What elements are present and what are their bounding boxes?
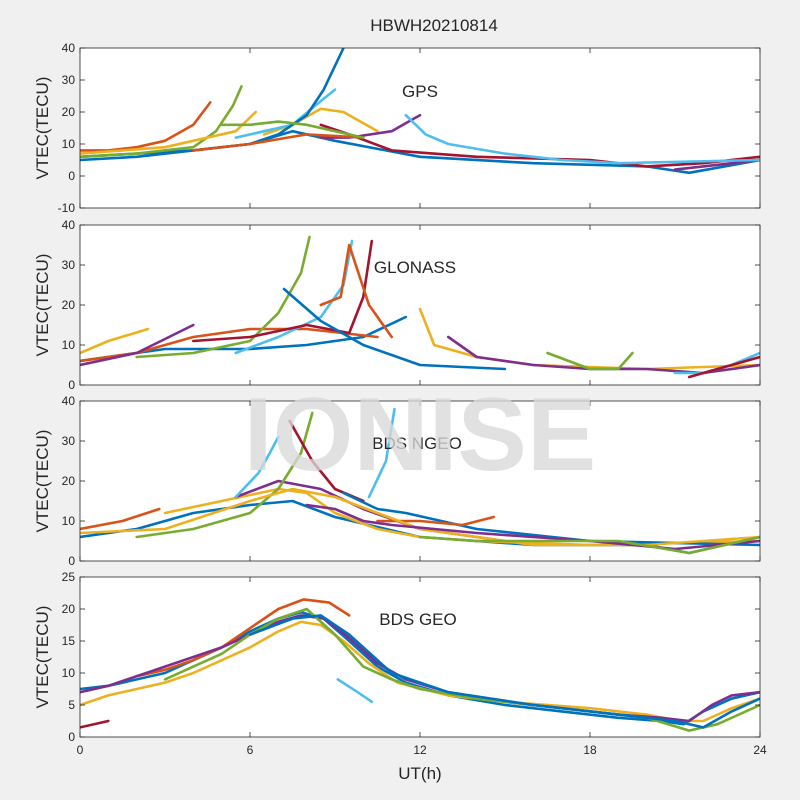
y-tick-label: 0 xyxy=(68,378,75,392)
y-tick-label: 15 xyxy=(62,634,76,648)
series-line-14 xyxy=(687,355,760,379)
y-tick-label: 0 xyxy=(68,730,75,744)
panel-3: 0 10 20 30 40 VTEC(TECU) BDS NGEO xyxy=(33,394,761,568)
y-tick-label: 40 xyxy=(62,394,76,408)
y-tick-label: 40 xyxy=(62,218,76,232)
series-group xyxy=(80,598,760,732)
y-axis-label: VTEC(TECU) xyxy=(33,254,52,357)
series-line-8 xyxy=(80,48,345,162)
series-line-2 xyxy=(135,598,351,678)
x-tick-label: 18 xyxy=(583,743,597,757)
x-tick-label: 6 xyxy=(247,743,254,757)
series-group xyxy=(80,48,760,175)
series-line-2 xyxy=(80,507,161,531)
x-tick-label: 24 xyxy=(753,743,767,757)
series-line-4 xyxy=(80,323,195,367)
series-line-4 xyxy=(80,614,760,723)
y-tick-label: 30 xyxy=(62,258,76,272)
series-line-7 xyxy=(192,239,374,343)
y-tick-label: 30 xyxy=(62,73,76,87)
series-line-3 xyxy=(80,327,150,355)
x-axis-label: UT(h) xyxy=(398,764,441,783)
y-tick-label: 25 xyxy=(62,570,76,584)
series-line-6 xyxy=(336,678,374,704)
panel-annotation: GLONASS xyxy=(374,258,456,277)
watermark: IONISE xyxy=(244,377,597,493)
series-line-10 xyxy=(80,487,760,547)
y-tick-label: 20 xyxy=(62,105,76,119)
series-group xyxy=(80,407,760,555)
series-line-5 xyxy=(135,235,311,359)
panels: -10 0 10 20 30 40 VTEC(TECU) GPS 0 10 20 30 40 VTEC(T… xyxy=(33,41,767,757)
panel-annotation: GPS xyxy=(402,82,438,101)
y-tick-label: 0 xyxy=(68,169,75,183)
y-axis-label: VTEC(TECU) xyxy=(33,430,52,533)
y-tick-label: 30 xyxy=(62,434,76,448)
figure-title: HBWH20210814 xyxy=(370,16,498,35)
plot-area xyxy=(80,401,760,561)
plot-area xyxy=(80,577,760,737)
y-tick-label: 20 xyxy=(62,602,76,616)
y-tick-label: 20 xyxy=(62,474,76,488)
series-line-8 xyxy=(248,614,760,729)
series-line-5 xyxy=(163,607,760,732)
panel-4: 0 5 10 15 20 25 0 6 12 18 24 VTEC(TECU) BDS GEO xyxy=(33,570,767,757)
series-line-13 xyxy=(404,113,760,165)
series-line-12 xyxy=(418,535,760,555)
y-tick-label: 10 xyxy=(62,666,76,680)
plot-area xyxy=(80,225,760,385)
y-tick-label: 0 xyxy=(68,554,75,568)
panel-annotation: BDS GEO xyxy=(379,610,456,629)
series-line-3 xyxy=(163,487,760,547)
series-line-4 xyxy=(319,113,422,139)
series-line-13 xyxy=(367,407,396,499)
x-tick-label: 0 xyxy=(77,743,84,757)
series-line-12 xyxy=(220,120,365,139)
series-line-6 xyxy=(234,435,280,499)
panel-annotation: BDS NGEO xyxy=(372,434,462,453)
series-line-9 xyxy=(192,133,365,152)
series-line-8 xyxy=(282,287,507,371)
panel-1: -10 0 10 20 30 40 VTEC(TECU) GPS xyxy=(33,41,761,215)
y-tick-label: 10 xyxy=(62,514,76,528)
series-line-1 xyxy=(80,315,408,363)
series-line-1 xyxy=(80,610,760,726)
y-tick-label: 5 xyxy=(68,698,75,712)
y-tick-label: 20 xyxy=(62,298,76,312)
series-line-7 xyxy=(80,719,110,729)
y-tick-label: 10 xyxy=(62,338,76,352)
y-axis-label: VTEC(TECU) xyxy=(33,77,52,180)
y-tick-label: -10 xyxy=(58,201,76,215)
x-tick-label: 12 xyxy=(413,743,427,757)
panel-2: 0 10 20 30 40 VTEC(TECU) GLONASS xyxy=(33,218,761,392)
y-tick-label: 10 xyxy=(62,137,76,151)
series-line-12 xyxy=(546,351,634,371)
series-line-2 xyxy=(80,101,212,152)
series-line-9 xyxy=(319,243,394,339)
y-tick-label: 40 xyxy=(62,41,76,55)
series-group xyxy=(80,235,760,379)
y-axis-label: VTEC(TECU) xyxy=(33,606,52,709)
